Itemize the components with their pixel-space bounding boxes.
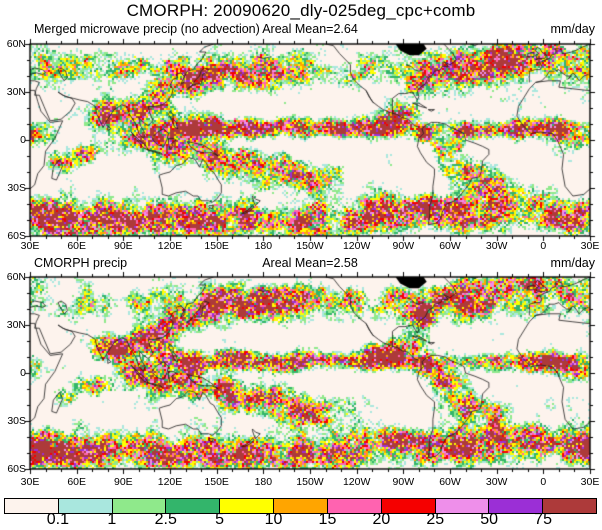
lon-tick-label: 120E (157, 240, 183, 252)
colorbar-segment (434, 499, 489, 513)
lon-tick-label: 60E (67, 476, 86, 488)
colorbar-segment (380, 499, 435, 513)
lon-tick-label: 30W (485, 476, 508, 488)
lat-tick-label: 30N (6, 86, 26, 98)
colorbar-segment (165, 499, 220, 513)
lat-tick-label: 30S (7, 182, 26, 194)
colorbar-segment (5, 499, 58, 513)
lon-tick-label: 120E (157, 476, 183, 488)
panel1-header: Merged microwave precip (no advection) A… (0, 22, 602, 36)
colorbar-segment (488, 499, 543, 513)
panel2-label: CMORPH precip (34, 256, 128, 270)
lat-tick-label: 60N (6, 38, 26, 50)
lon-tick-label: 0 (540, 476, 547, 488)
lat-tick-label: 60S (7, 463, 26, 475)
panel1-units: mm/day (550, 22, 595, 36)
lon-tick-label: 30E (20, 476, 40, 488)
colorbar-segment (326, 499, 381, 513)
colorbar-tick-label: 25 (426, 511, 445, 528)
colorbar-segment (542, 499, 596, 513)
map-canvas-merged-microwave (0, 36, 602, 246)
colorbar-segment (57, 499, 112, 513)
lon-tick-label: 30E (580, 476, 600, 488)
lon-tick-label: 120W (342, 240, 371, 252)
lon-tick-label: 120W (342, 476, 371, 488)
colorbar-tick-label: 0.1 (46, 511, 70, 528)
colorbar-tick-label: 75 (534, 511, 552, 528)
colorbar-segment (111, 499, 166, 513)
lon-tick-label: 30W (485, 240, 508, 252)
lat-tick-label: 30N (6, 319, 26, 331)
colorbar-segment (273, 499, 327, 513)
panel1-areal-mean: Areal Mean=2.64 (262, 22, 358, 36)
lon-tick-label: 30E (580, 240, 600, 252)
lat-tick-label: 0 (20, 367, 26, 379)
panel2-units: mm/day (550, 256, 595, 270)
lat-tick-label: 60N (6, 271, 26, 283)
colorbar-segment (219, 499, 274, 513)
panel2-header: CMORPH precip Areal Mean=2.58 mm/day (0, 256, 602, 270)
lon-tick-label: 90E (113, 476, 133, 488)
colorbar (4, 498, 597, 514)
lon-tick-label: 60W (439, 476, 461, 488)
colorbar-tick-label: 20 (372, 511, 391, 528)
colorbar-tick-label: 5 (215, 511, 225, 528)
colorbar-tick-label: 2.5 (154, 511, 177, 528)
lon-tick-label: 150E (204, 476, 229, 488)
lon-tick-label: 60E (67, 240, 86, 252)
lon-tick-label: 90W (392, 240, 415, 252)
panel1-label: Merged microwave precip (no advection) (34, 22, 260, 36)
lon-tick-label: 180 (254, 476, 273, 488)
map-canvas-cmorph (0, 269, 602, 479)
colorbar-tick-label: 10 (264, 511, 283, 528)
lon-tick-label: 60W (439, 240, 461, 252)
lat-tick-label: 30S (7, 415, 26, 427)
colorbar-tick-label: 1 (107, 511, 117, 528)
colorbar-tick-label: 15 (318, 511, 337, 528)
lon-tick-label: 180 (254, 240, 273, 252)
lon-tick-label: 150E (204, 240, 229, 252)
panel2-areal-mean: Areal Mean=2.58 (262, 256, 358, 270)
lon-tick-label: 90E (113, 240, 133, 252)
lon-tick-label: 150W (296, 476, 324, 488)
lon-tick-label: 150W (296, 240, 324, 252)
lon-tick-label: 30E (20, 240, 40, 252)
lon-tick-label: 0 (540, 240, 547, 252)
lat-tick-label: 60S (7, 230, 26, 242)
figure-title: CMORPH: 20090620_dly-025deg_cpc+comb (126, 1, 476, 20)
colorbar-tick-label: 50 (480, 511, 499, 528)
lon-tick-label: 90W (392, 476, 415, 488)
lat-tick-label: 0 (20, 134, 26, 146)
